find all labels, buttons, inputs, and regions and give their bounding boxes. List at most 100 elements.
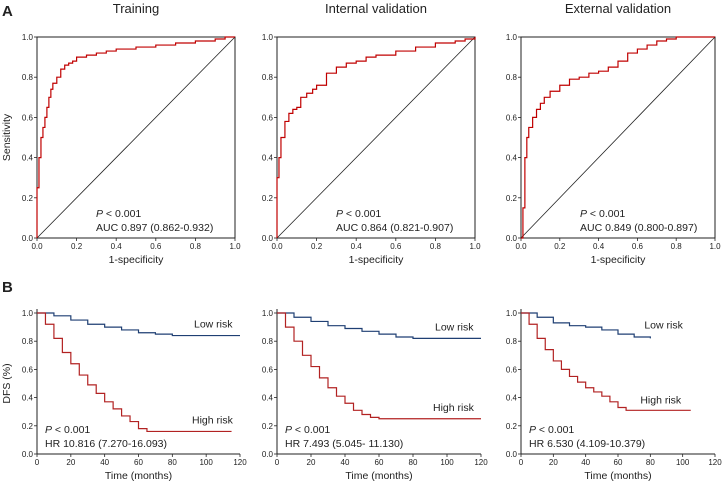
reference-diagonal xyxy=(36,36,236,239)
x-tick-label: 100 xyxy=(440,458,454,467)
x-axis-label: Time (months) xyxy=(584,470,651,482)
y-tick-label: 0.6 xyxy=(506,365,518,374)
p-value-text: P < 0.001 xyxy=(285,424,330,436)
p-symbol: P xyxy=(580,208,587,220)
x-tick-label: 0.8 xyxy=(671,242,683,251)
y-tick-label: 0.8 xyxy=(262,73,274,82)
p-symbol: P xyxy=(336,208,343,220)
p-value: < 0.001 xyxy=(52,424,90,436)
y-tick-label: 0.8 xyxy=(506,337,518,346)
y-tick-label: 0.6 xyxy=(22,113,34,122)
x-tick-label: 100 xyxy=(199,458,213,467)
x-tick-label: 80 xyxy=(646,458,655,467)
x-tick-label: 0.0 xyxy=(271,242,283,251)
series-label-low-risk: Low risk xyxy=(435,321,474,333)
y-axis-label: Sensitivity xyxy=(1,113,13,161)
y-tick-label: 0.0 xyxy=(262,450,274,459)
chart-km-external: 0 20 40 60 80 100 120 0.0 0.2 0.4 0.6 0.8 1.0 Time (m… xyxy=(506,309,722,482)
x-tick-label: 0.8 xyxy=(430,242,442,251)
series-label-high-risk: High risk xyxy=(640,394,682,406)
x-tick-label: 120 xyxy=(474,458,488,467)
x-tick-label: 0.6 xyxy=(632,242,644,251)
y-tick-label: 0.4 xyxy=(22,154,34,163)
series-line-low-risk xyxy=(521,312,651,339)
x-tick-label: 100 xyxy=(676,458,690,467)
y-tick-label: 0.4 xyxy=(262,394,274,403)
y-tick-label: 0.2 xyxy=(22,194,34,203)
p-value: < 0.001 xyxy=(587,208,625,220)
y-tick-label: 0.2 xyxy=(506,422,518,431)
x-tick-label: 120 xyxy=(708,458,722,467)
stat-text: AUC 0.897 (0.862-0.932) xyxy=(96,222,213,234)
y-tick-label: 0.0 xyxy=(506,450,518,459)
x-tick-label: 60 xyxy=(375,458,384,467)
x-tick-label: 0 xyxy=(519,458,524,467)
p-value: < 0.001 xyxy=(536,424,574,436)
y-tick-label: 1.0 xyxy=(262,33,274,42)
x-axis-label: Time (months) xyxy=(105,470,172,482)
y-tick-label: 1.0 xyxy=(22,309,34,318)
y-tick-label: 0.0 xyxy=(262,234,274,243)
stat-text: AUC 0.864 (0.821-0.907) xyxy=(336,222,453,234)
p-symbol: P xyxy=(285,424,292,436)
chart-title: Internal validation xyxy=(325,1,427,16)
x-tick-label: 40 xyxy=(581,458,590,467)
x-tick-label: 120 xyxy=(233,458,247,467)
x-tick-label: 0.0 xyxy=(515,242,527,251)
y-tick-label: 0.6 xyxy=(262,365,274,374)
x-tick-label: 0.6 xyxy=(150,242,162,251)
y-tick-label: 0.0 xyxy=(22,234,34,243)
chart-roc-external: External validation 0.0 0.2 0.4 0.6 0.8 1.0 0.0… xyxy=(506,1,721,266)
series-label-low-risk: Low risk xyxy=(194,319,233,331)
reference-diagonal xyxy=(276,36,476,239)
p-value: < 0.001 xyxy=(103,208,141,220)
p-value-text: P < 0.001 xyxy=(529,424,574,436)
series-line-low-risk xyxy=(277,312,481,339)
x-axis-label: 1-specificity xyxy=(109,254,165,266)
plot-frame xyxy=(36,36,236,239)
y-tick-label: 0.0 xyxy=(22,450,34,459)
x-tick-label: 0.4 xyxy=(351,242,363,251)
x-axis-label: Time (months) xyxy=(345,470,412,482)
chart-km-training: 0 20 40 60 80 100 120 0.0 0.2 0.4 0.6 0.8 1.0 Time (m… xyxy=(1,309,247,482)
y-tick-label: 1.0 xyxy=(22,33,34,42)
x-tick-label: 40 xyxy=(341,458,350,467)
series-label-low-risk: Low risk xyxy=(644,319,683,331)
p-value-text: P < 0.001 xyxy=(45,424,90,436)
y-axis-label: DFS (%) xyxy=(1,363,13,403)
p-symbol: P xyxy=(96,208,103,220)
x-tick-label: 1.0 xyxy=(709,242,721,251)
p-symbol: P xyxy=(529,424,536,436)
series-line-roc xyxy=(521,36,715,239)
chart-roc-internal: Internal validation 0.0 0.2 0.4 0.6 0.8 1.0 0.0… xyxy=(262,1,481,266)
y-tick-label: 1.0 xyxy=(262,309,274,318)
y-tick-label: 0.6 xyxy=(506,113,518,122)
stat-text: HR 10.816 (7.270-16.093) xyxy=(45,438,167,450)
series-line-roc xyxy=(276,37,476,238)
stat-text: HR 6.530 (4.109-10.379) xyxy=(529,438,645,450)
x-tick-label: 20 xyxy=(307,458,316,467)
panel-letter-b: B xyxy=(2,279,13,296)
y-tick-label: 0.2 xyxy=(22,422,34,431)
y-tick-label: 0.4 xyxy=(506,394,518,403)
chart-title: External validation xyxy=(565,1,671,16)
p-value-text: P < 0.001 xyxy=(96,208,141,220)
y-tick-label: 1.0 xyxy=(506,33,518,42)
p-value: < 0.001 xyxy=(343,208,381,220)
x-axis-label: 1-specificity xyxy=(591,254,647,266)
series-line-high-risk xyxy=(277,312,481,420)
plot-frame xyxy=(276,36,476,239)
x-tick-label: 0.4 xyxy=(111,242,123,251)
p-value: < 0.001 xyxy=(292,424,330,436)
p-value-text: P < 0.001 xyxy=(336,208,381,220)
x-tick-label: 20 xyxy=(66,458,75,467)
p-symbol: P xyxy=(45,424,52,436)
x-tick-label: 60 xyxy=(614,458,623,467)
y-tick-label: 0.8 xyxy=(262,337,274,346)
x-tick-label: 1.0 xyxy=(229,242,241,251)
x-tick-label: 0 xyxy=(275,458,280,467)
reference-diagonal xyxy=(520,36,716,239)
y-tick-label: 0.2 xyxy=(262,194,274,203)
y-tick-label: 1.0 xyxy=(506,309,518,318)
